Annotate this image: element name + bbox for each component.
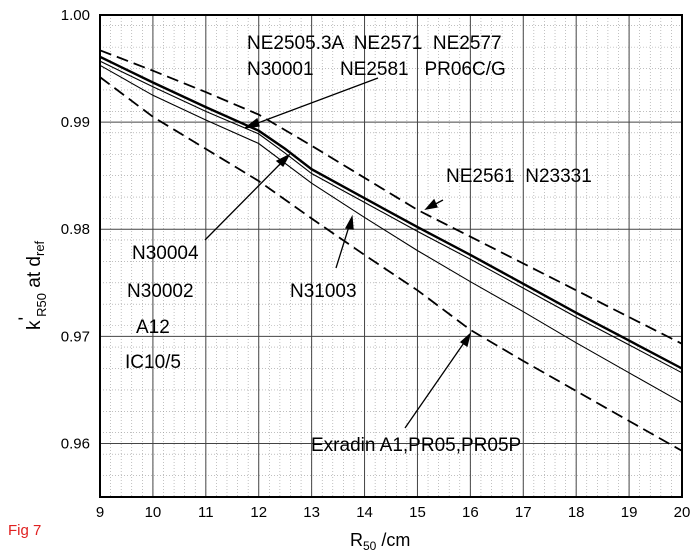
x-tick-label: 12 [250,504,267,521]
annotation-ic10: IC10/5 [125,352,181,373]
x-tick-label: 19 [621,504,638,521]
x-tick-label: 15 [409,504,426,521]
annotations [204,77,472,429]
arrowhead [344,214,354,230]
x-tick-label: 13 [303,504,320,521]
x-tick-label: 16 [462,504,479,521]
y-tick-label: 0.98 [61,221,90,238]
series-line-1 [99,55,683,370]
arrowhead [275,153,291,168]
x-tick-label: 14 [356,504,373,521]
annotation-n31003: N31003 [290,281,357,302]
grid [99,14,683,498]
figure-label: Fig 7 [8,522,41,539]
arrowhead [459,332,472,348]
annotation-n30002: N30002 [127,281,194,302]
y-tick-label: 0.96 [61,435,90,452]
y-tick-label: 0.99 [61,114,90,131]
annotation-exradin: Exradin A1,PR05,PR05P [311,435,521,456]
annotation-ne-line2: N30001 NE2581 PR06C/G [247,59,506,80]
annotation-n30004: N30004 [132,243,199,264]
series-line-4 [99,76,683,452]
x-tick-label: 20 [674,504,691,521]
series-lines [99,49,683,452]
series-line-3 [99,64,683,404]
y-axis-label: k'R50 at dref [16,240,49,330]
x-tick-label: 9 [96,504,104,521]
x-axis-label: R50 /cm [350,530,410,553]
arrow-n30004 [204,156,288,241]
x-tick-label: 18 [568,504,585,521]
y-tick-label: 0.97 [61,328,90,345]
annotation-a12: A12 [136,317,170,338]
x-tick-label: 10 [145,504,162,521]
y-tick-label: 1.00 [61,7,90,24]
series-line-2 [99,60,683,374]
arrow-exradin [404,336,469,429]
plot-frame [99,14,683,498]
tick-labels: 9 10 11 12 13 14 15 16 17 18 19 20 1.00 0.99 0.98 0.97 0… [61,7,691,521]
arrowhead [424,198,438,210]
x-tick-label: 17 [515,504,532,521]
x-tick-label: 11 [198,504,214,521]
series-line-0 [99,49,683,345]
annotation-ne-line1: NE2505.3A NE2571 NE2577 [247,33,502,54]
annotation-ne2561: NE2561 N23331 [446,166,592,187]
arrow-ne2505 [246,77,379,128]
arrowhead [244,117,260,129]
